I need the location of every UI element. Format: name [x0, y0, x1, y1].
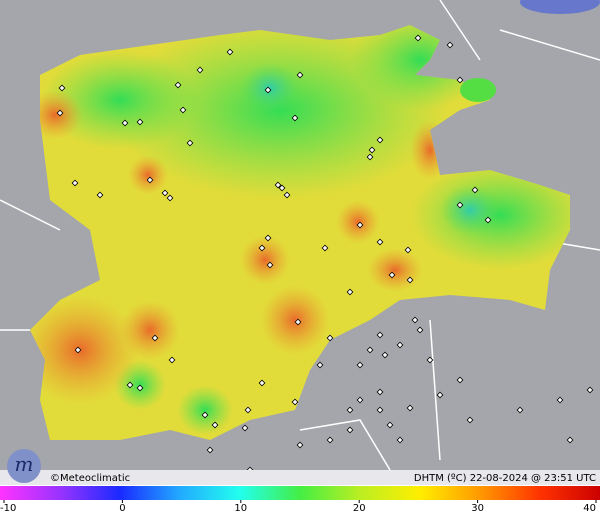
border	[0, 0, 600, 471]
station	[416, 326, 424, 334]
station	[206, 446, 214, 454]
station	[456, 376, 464, 384]
station	[258, 379, 266, 387]
station	[296, 441, 304, 449]
station	[266, 261, 274, 269]
station	[278, 184, 286, 192]
lake	[520, 0, 600, 14]
station	[274, 181, 282, 189]
station	[386, 421, 394, 429]
station	[244, 406, 252, 414]
station	[356, 221, 364, 229]
station	[321, 244, 329, 252]
station	[376, 388, 384, 396]
station	[366, 346, 374, 354]
station	[56, 109, 64, 117]
color-scale	[0, 486, 600, 500]
station	[356, 396, 364, 404]
station	[376, 331, 384, 339]
station	[283, 191, 291, 199]
station	[346, 406, 354, 414]
station	[151, 334, 159, 342]
logo	[7, 449, 41, 483]
credit: ©Meteoclimatic	[50, 473, 130, 484]
station	[326, 436, 334, 444]
station	[346, 426, 354, 434]
station	[186, 139, 194, 147]
caption: DHTM (ºC) 22-08-2024 @ 23:51 UTC	[414, 473, 596, 484]
station	[146, 176, 154, 184]
station	[258, 244, 266, 252]
station	[396, 436, 404, 444]
station	[58, 84, 66, 92]
station	[376, 136, 384, 144]
station	[426, 356, 434, 364]
station	[179, 106, 187, 114]
station	[406, 404, 414, 412]
station	[381, 351, 389, 359]
station	[388, 271, 396, 279]
station	[456, 201, 464, 209]
stations	[56, 34, 594, 474]
station	[126, 381, 134, 389]
station	[586, 386, 594, 394]
tick-label: 0	[119, 503, 125, 514]
color-scale-ticks: -10 0 10 20 30 40	[0, 500, 597, 514]
station	[566, 436, 574, 444]
station	[226, 48, 234, 56]
station	[346, 288, 354, 296]
station	[456, 76, 464, 84]
tick-label: 10	[234, 503, 247, 514]
station	[516, 406, 524, 414]
station	[436, 391, 444, 399]
station	[168, 356, 176, 364]
station	[121, 119, 129, 127]
station	[404, 246, 412, 254]
station	[326, 334, 334, 342]
station	[201, 411, 209, 419]
station	[356, 361, 364, 369]
station	[411, 316, 419, 324]
station	[296, 71, 304, 79]
station	[556, 396, 564, 404]
station	[396, 341, 404, 349]
tick-label: 40	[583, 503, 596, 514]
station	[174, 81, 182, 89]
temperature-patch	[460, 78, 496, 102]
station	[196, 66, 204, 74]
station	[96, 191, 104, 199]
footer-bar	[0, 470, 600, 485]
station	[368, 146, 376, 154]
station	[211, 421, 219, 429]
tick-label: 20	[353, 503, 366, 514]
station	[484, 216, 492, 224]
station	[291, 114, 299, 122]
logo-mark: m	[15, 452, 34, 476]
station	[294, 318, 302, 326]
station	[316, 361, 324, 369]
station	[291, 398, 299, 406]
station	[466, 416, 474, 424]
station	[446, 41, 454, 49]
station	[136, 384, 144, 392]
station	[71, 179, 79, 187]
station	[264, 86, 272, 94]
station	[366, 153, 374, 161]
station	[376, 238, 384, 246]
station	[166, 194, 174, 202]
tick-label: -10	[0, 503, 16, 514]
station	[406, 276, 414, 284]
station	[414, 34, 422, 42]
tick-label: 30	[471, 503, 484, 514]
station	[264, 234, 272, 242]
station	[161, 189, 169, 197]
station	[376, 406, 384, 414]
station	[471, 186, 479, 194]
station	[136, 118, 144, 126]
station	[241, 424, 249, 432]
station	[74, 346, 82, 354]
